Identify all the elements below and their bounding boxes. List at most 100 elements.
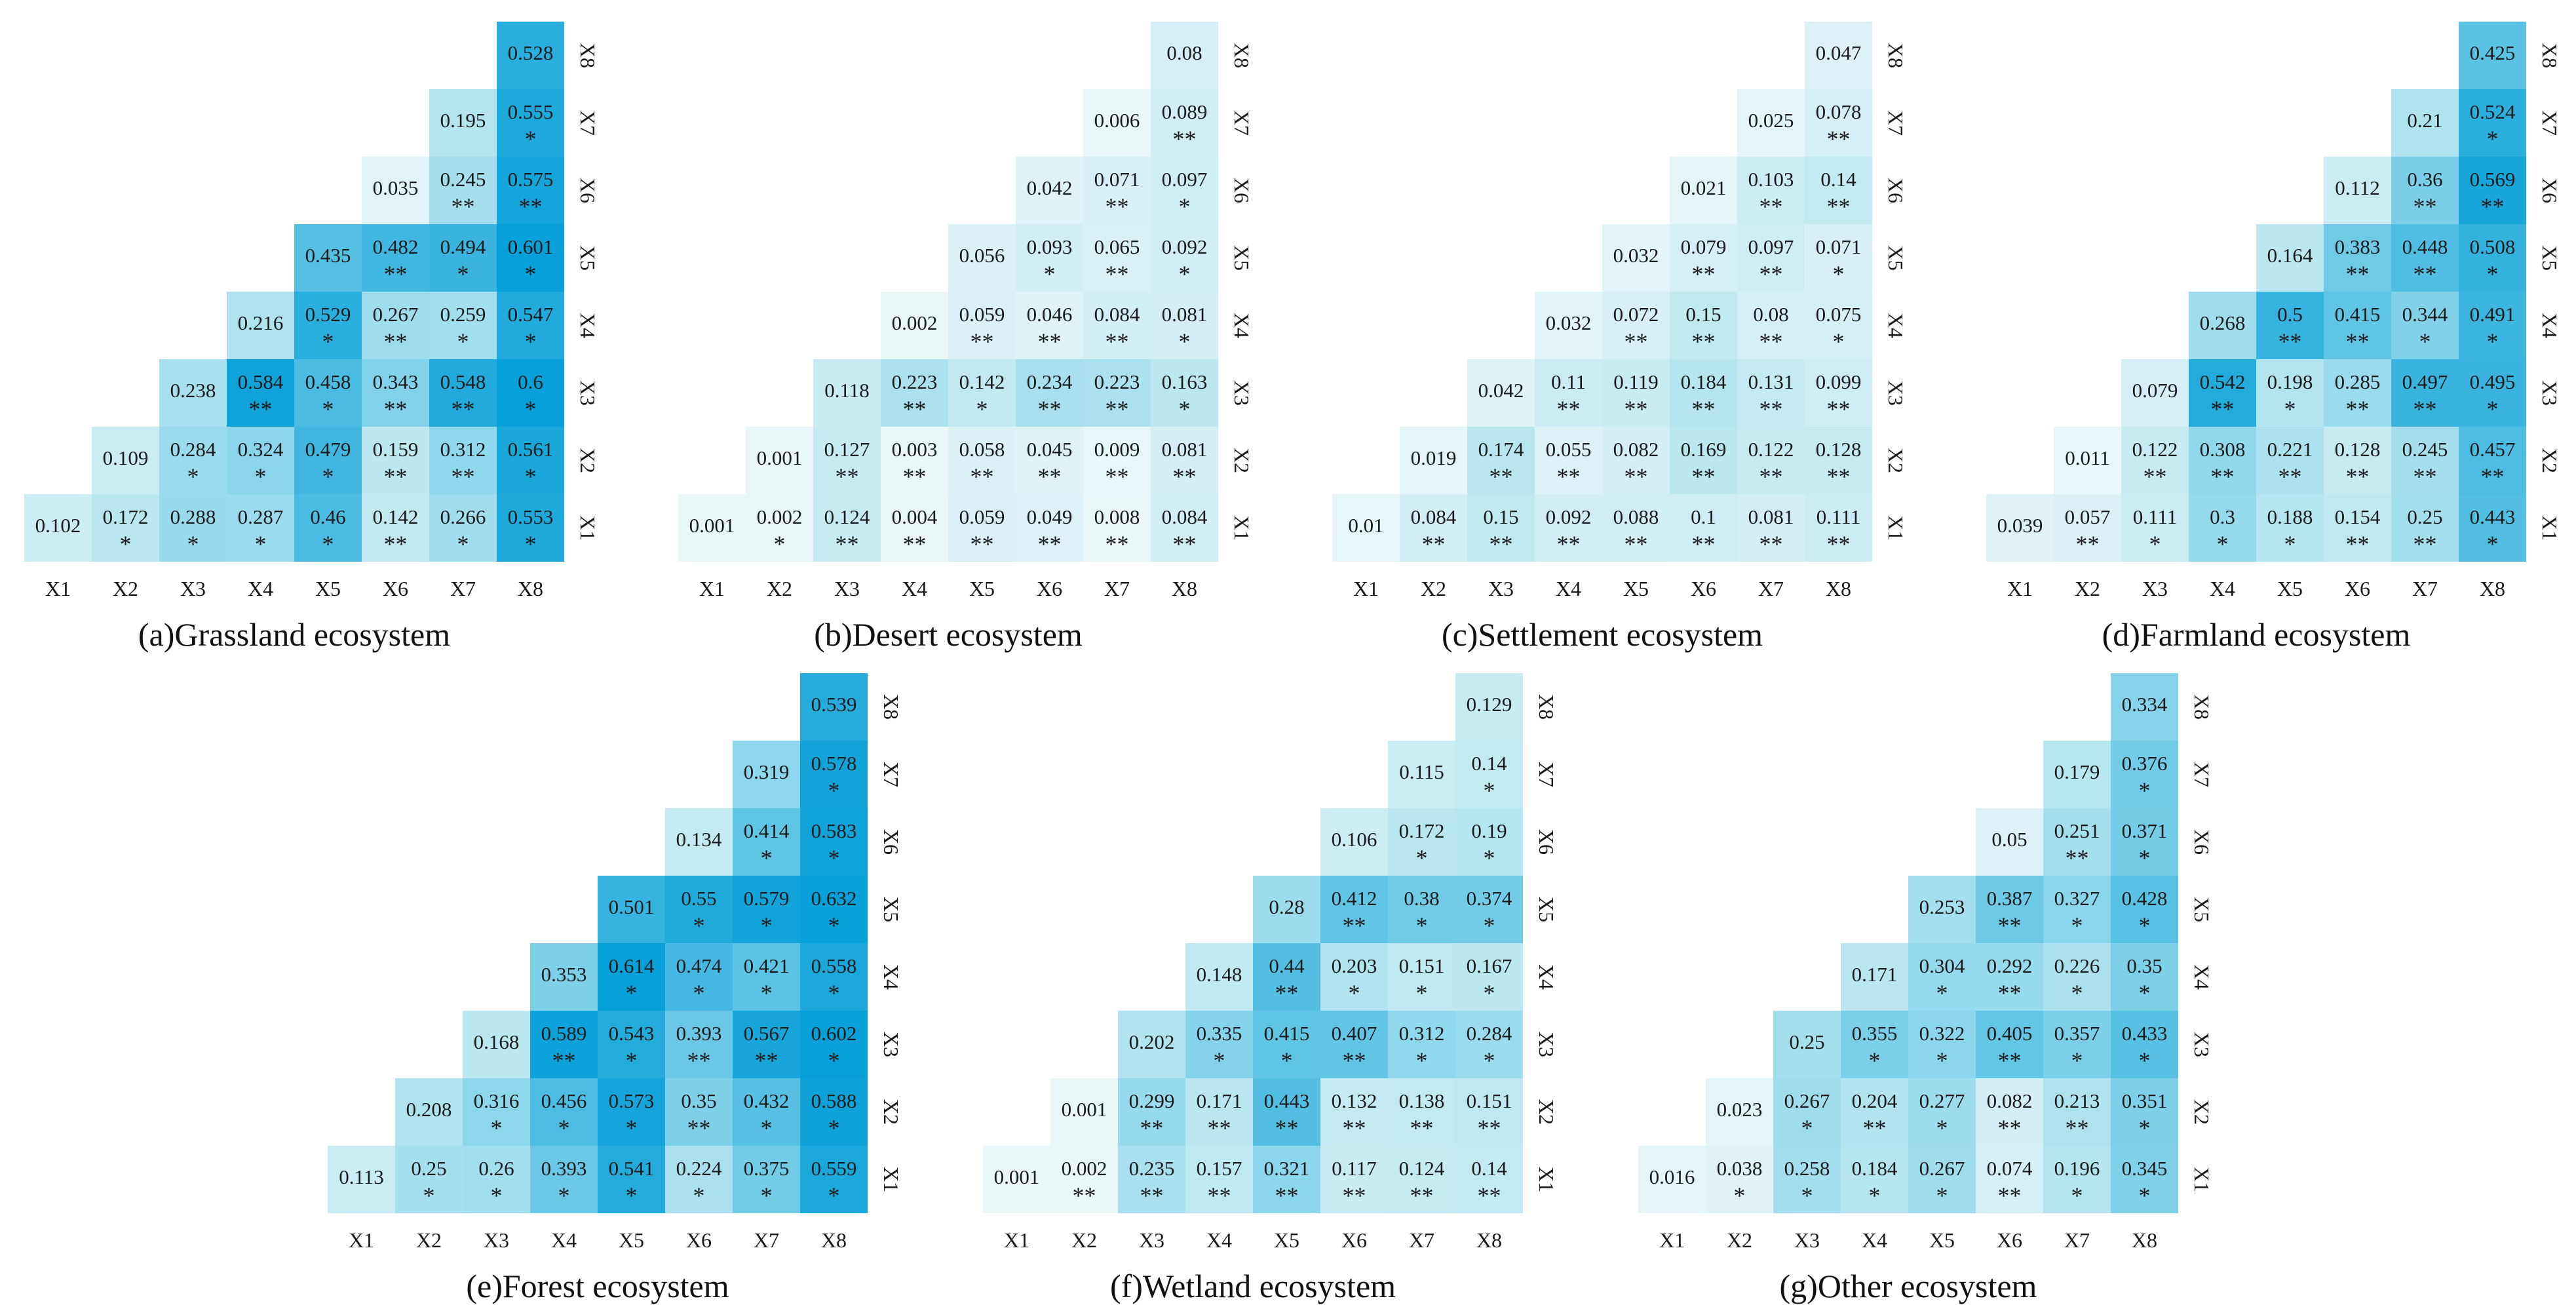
heatmap-cell xyxy=(530,1011,598,1078)
cell-value-label: 0.124 xyxy=(824,505,870,528)
heatmap-cell xyxy=(497,359,564,427)
significance-marker: * xyxy=(525,531,537,557)
heatmap-cell xyxy=(1320,1146,1388,1213)
heatmap-cell xyxy=(1016,427,1083,494)
significance-marker: ** xyxy=(2413,261,2437,287)
heatmap-cell xyxy=(1118,1011,1185,1078)
x-tick-label: X1 xyxy=(45,577,71,600)
cell-value-label: 0.578 xyxy=(811,752,857,775)
cell-value-label: 0.14 xyxy=(1820,168,1856,191)
y-tick-label: X8 xyxy=(2190,694,2214,720)
y-tick-label: X6 xyxy=(1230,178,1254,203)
significance-marker: * xyxy=(2284,396,2296,422)
significance-marker: ** xyxy=(2211,396,2235,422)
cell-value-label: 0.128 xyxy=(1816,438,1862,461)
heatmap-cell xyxy=(2391,157,2459,224)
significance-marker: ** xyxy=(1105,261,1129,287)
y-tick-label: X7 xyxy=(1884,110,1908,136)
cell-value-label: 0.15 xyxy=(1483,505,1518,528)
cell-value-label: 0.304 xyxy=(1919,954,1965,977)
cell-value-label: 0.357 xyxy=(2054,1022,2100,1045)
cell-value-label: 0.223 xyxy=(1094,370,1140,393)
heatmap-cell xyxy=(1535,359,1602,427)
heatmap-cell xyxy=(1253,1146,1320,1213)
heatmap-cell xyxy=(733,1011,800,1078)
heatmap-cell xyxy=(1400,427,1467,494)
cell-value-label: 0.415 xyxy=(2335,303,2381,326)
y-tick-label: X6 xyxy=(1884,178,1908,203)
heatmap-cell xyxy=(665,876,733,943)
heatmap-cell xyxy=(1805,494,1872,562)
y-tick-label: X4 xyxy=(1535,964,1558,990)
heatmap-cell xyxy=(1805,359,1872,427)
significance-marker: * xyxy=(2217,531,2229,557)
cell-value-label: 0.567 xyxy=(744,1022,790,1045)
heatmap-cell xyxy=(598,1146,665,1213)
significance-marker: ** xyxy=(1692,261,1716,287)
significance-marker: ** xyxy=(1692,463,1716,490)
heatmap-cell xyxy=(1320,808,1388,876)
heatmap-cell xyxy=(2043,741,2111,808)
heatmap-cell xyxy=(2256,359,2324,427)
heatmap-svg: 0.039 0.057**0.111*0.3*0.188*0.154**0.25*… xyxy=(1986,22,2562,600)
cell-value-label: 0.321 xyxy=(1264,1157,1310,1180)
cell-value-label: 0.047 xyxy=(1816,41,1862,64)
x-tick-label: X1 xyxy=(1004,1228,1029,1252)
x-tick-label: X2 xyxy=(2075,577,2100,600)
cell-value-label: 0.089 xyxy=(1162,100,1208,123)
heatmap-cell xyxy=(2111,943,2178,1011)
cell-value-label: 0.004 xyxy=(892,505,938,528)
significance-marker: * xyxy=(976,396,988,422)
y-tick-label: X7 xyxy=(1535,762,1558,787)
significance-marker: ** xyxy=(1759,261,1783,287)
heatmap-cell xyxy=(1602,494,1670,562)
heatmap-cell xyxy=(2459,89,2526,157)
cell-value-label: 0.245 xyxy=(440,168,486,191)
significance-marker: ** xyxy=(2278,463,2302,490)
significance-marker: ** xyxy=(1624,463,1648,490)
heatmap-cell xyxy=(1388,741,1455,808)
cell-value-label: 0.142 xyxy=(959,370,1005,393)
significance-marker: ** xyxy=(836,531,859,557)
cell-value-label: 0.308 xyxy=(2200,438,2246,461)
heatmap-cell xyxy=(1083,359,1151,427)
cell-value-label: 0.457 xyxy=(2470,438,2516,461)
cell-value-label: 0.19 xyxy=(1471,819,1507,842)
significance-marker: * xyxy=(1416,912,1428,939)
cell-value-label: 0.058 xyxy=(959,438,1005,461)
heatmap-cell xyxy=(1151,427,1218,494)
heatmap-cell xyxy=(2054,427,2121,494)
heatmap-cell xyxy=(1185,1078,1253,1146)
cell-value-label: 0.117 xyxy=(1332,1157,1377,1180)
significance-marker: * xyxy=(2149,531,2161,557)
significance-marker: ** xyxy=(971,463,994,490)
significance-marker: * xyxy=(423,1182,435,1209)
cell-value-label: 0.26 xyxy=(478,1157,514,1180)
heatmap-cell xyxy=(2043,1011,2111,1078)
cell-value-label: 0.092 xyxy=(1546,505,1592,528)
cell-value-label: 0.159 xyxy=(373,438,419,461)
heatmap-cell xyxy=(1535,292,1602,359)
significance-marker: ** xyxy=(1275,1115,1299,1141)
significance-marker: ** xyxy=(836,463,859,490)
significance-marker: ** xyxy=(1105,193,1129,220)
cell-value-label: 0.355 xyxy=(1852,1022,1898,1045)
significance-marker: ** xyxy=(755,1047,779,1074)
heatmap-cell xyxy=(948,359,1016,427)
significance-marker: ** xyxy=(1275,1182,1299,1209)
cell-value-label: 0.343 xyxy=(373,370,419,393)
heatmap-cell xyxy=(2256,224,2324,292)
cell-value-label: 0.583 xyxy=(811,819,857,842)
heatmap-cell xyxy=(1976,808,2043,876)
heatmap-cell xyxy=(733,808,800,876)
cell-value-label: 0.088 xyxy=(1613,505,1659,528)
significance-marker: ** xyxy=(2346,261,2370,287)
significance-marker: * xyxy=(1484,1047,1495,1074)
cell-value-label: 0.113 xyxy=(339,1165,384,1188)
significance-marker: * xyxy=(2139,1182,2151,1209)
significance-marker: ** xyxy=(1140,1115,1164,1141)
cell-value-label: 0.216 xyxy=(238,311,284,334)
significance-marker: ** xyxy=(2211,463,2235,490)
panel-caption: (d)Farmland ecosystem xyxy=(2102,616,2411,653)
